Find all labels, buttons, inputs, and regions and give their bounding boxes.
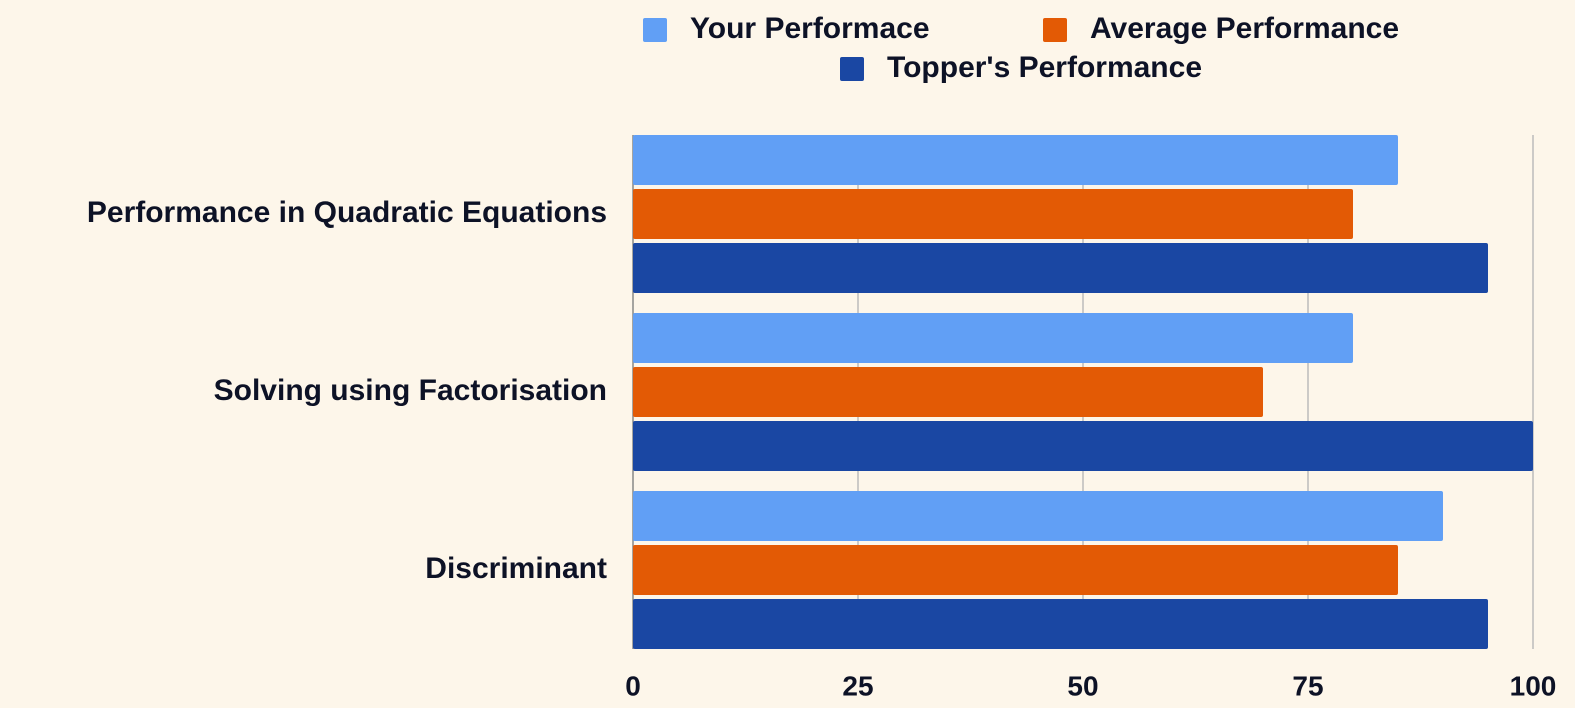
legend-label: Your Performace — [690, 12, 930, 45]
bar — [633, 243, 1488, 293]
legend-label: Topper's Performance — [887, 51, 1202, 84]
bar — [633, 313, 1353, 363]
x-tick-label: 50 — [1067, 670, 1098, 701]
bar — [633, 421, 1533, 471]
bar — [633, 189, 1353, 239]
y-tick-label: Discriminant — [425, 552, 607, 585]
legend-swatch — [643, 18, 667, 42]
legend-swatch — [1043, 18, 1067, 42]
x-tick-label: 75 — [1292, 670, 1323, 701]
bar — [633, 491, 1443, 541]
legend-label: Average Performance — [1090, 12, 1399, 45]
y-tick-label: Solving using Factorisation — [214, 374, 607, 407]
y-tick-label: Performance in Quadratic Equations — [87, 196, 607, 229]
bar — [633, 135, 1398, 185]
x-tick-label: 0 — [625, 670, 641, 701]
x-tick-label: 100 — [1510, 670, 1557, 701]
bar — [633, 599, 1488, 649]
bar — [633, 545, 1398, 595]
x-tick-label: 25 — [842, 670, 873, 701]
legend-swatch — [840, 57, 864, 81]
bar — [633, 367, 1263, 417]
